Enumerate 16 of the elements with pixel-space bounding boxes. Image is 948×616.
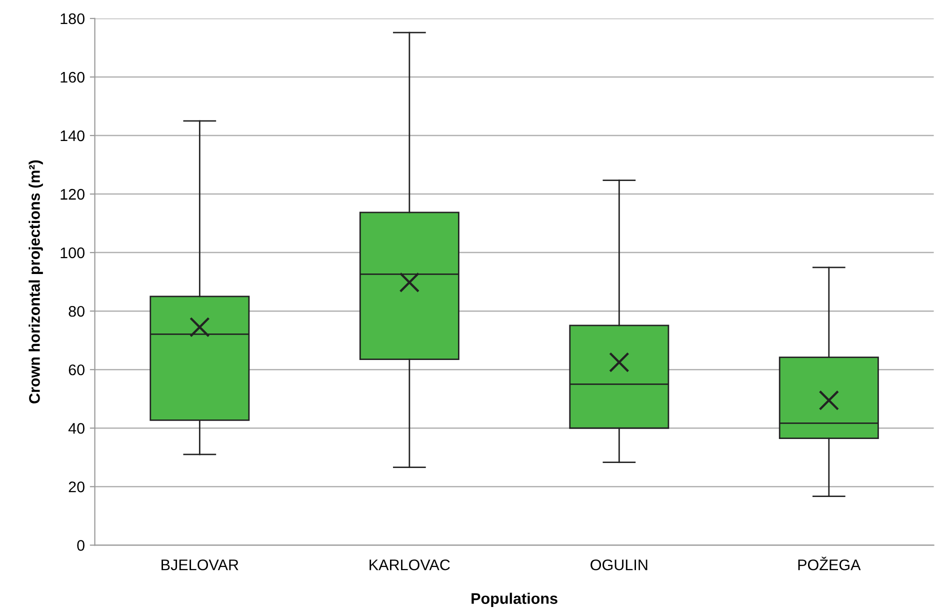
x-tick-label: OGULIN (590, 559, 648, 570)
y-tick-label: 20 (68, 482, 84, 492)
y-tick-label: 60 (68, 364, 84, 376)
y-tick-label: 40 (68, 422, 84, 434)
x-tick-label: KARLOVAC (370, 559, 450, 570)
y-tick-label: 160 (60, 72, 84, 83)
y-tick-label: 100 (60, 247, 84, 258)
y-tick-label: 0 (77, 540, 84, 551)
y-tick-label: 80 (68, 306, 84, 317)
x-tick-label: POŽEGA (798, 556, 861, 570)
y-tick-label: 180 (60, 13, 84, 24)
y-tick-label: 120 (60, 188, 84, 200)
y-tick-label: 140 (60, 130, 84, 142)
x-axis-title: Populations (472, 592, 558, 607)
y-axis-title: Crown horizontal projections (m²) (28, 160, 43, 404)
x-tick-label: BJELOVAR (162, 559, 238, 570)
